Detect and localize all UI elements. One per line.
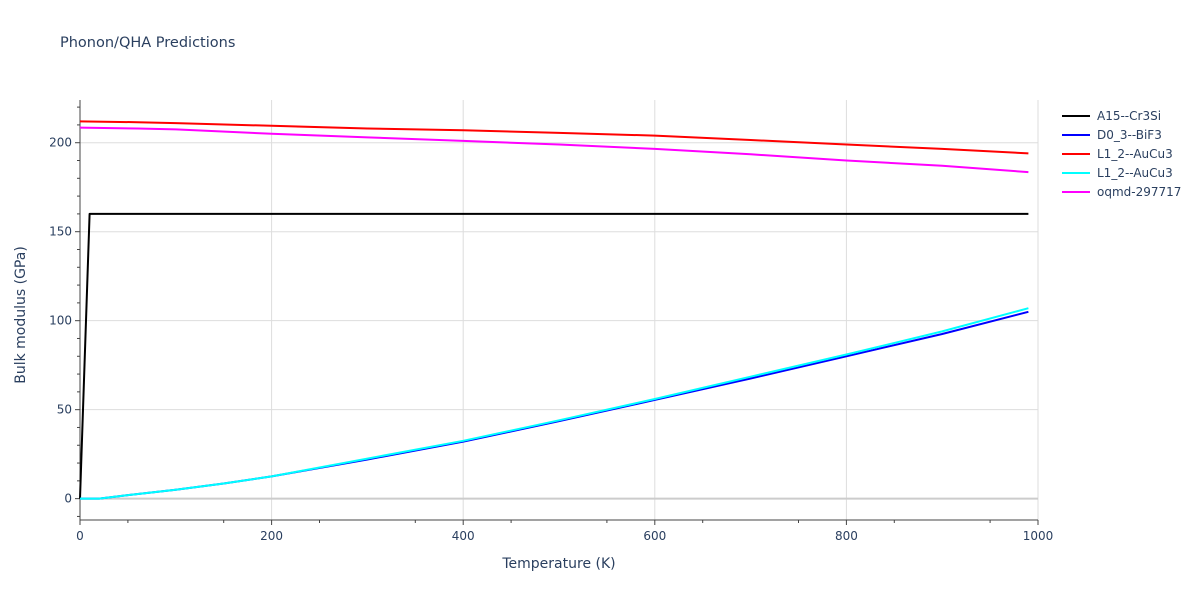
chart-title: Phonon/QHA Predictions [60,35,236,51]
series-line-0 [79,212,1029,499]
y-tick-label: 200 [49,136,72,150]
legend-item[interactable]: L1_2--AuCu3 [1062,163,1181,182]
series-line-2 [79,120,1029,155]
x-tick-label: 400 [452,529,475,543]
legend-item[interactable]: oqmd-297717 [1062,182,1181,201]
y-tick-label: 150 [49,225,72,239]
x-tick-label: 1000 [1023,529,1054,543]
legend-label: A15--Cr3Si [1097,108,1162,123]
legend-item[interactable]: L1_2--AuCu3 [1062,144,1181,163]
series-line-1 [80,310,1029,500]
legend-swatch [1062,114,1090,117]
y-axis-title: Bulk modulus (GPa) [13,246,29,384]
legend: A15--Cr3Si D0_3--BiF3 L1_2--AuCu3 L1_2--AuC… [1062,106,1181,201]
legend-swatch [1062,152,1090,155]
y-tick-label: 50 [57,403,72,417]
series-line-4 [79,126,1029,174]
legend-swatch [1062,190,1090,193]
x-tick-label: 800 [835,529,858,543]
x-axis-title: Temperature (K) [501,556,615,572]
legend-item[interactable]: A15--Cr3Si [1062,106,1181,125]
y-tick-label: 0 [64,492,72,506]
x-tick-label: 600 [643,529,666,543]
legend-label: L1_2--AuCu3 [1097,165,1173,180]
series-line-3 [80,307,1029,500]
legend-swatch [1062,171,1090,174]
legend-swatch [1062,133,1090,136]
x-tick-label: 0 [76,529,84,543]
legend-item[interactable]: D0_3--BiF3 [1062,125,1181,144]
x-tick-label: 200 [260,529,283,543]
legend-label: oqmd-297717 [1097,184,1182,199]
y-tick-label: 100 [49,314,72,328]
legend-label: L1_2--AuCu3 [1097,146,1173,161]
legend-label: D0_3--BiF3 [1097,127,1162,142]
